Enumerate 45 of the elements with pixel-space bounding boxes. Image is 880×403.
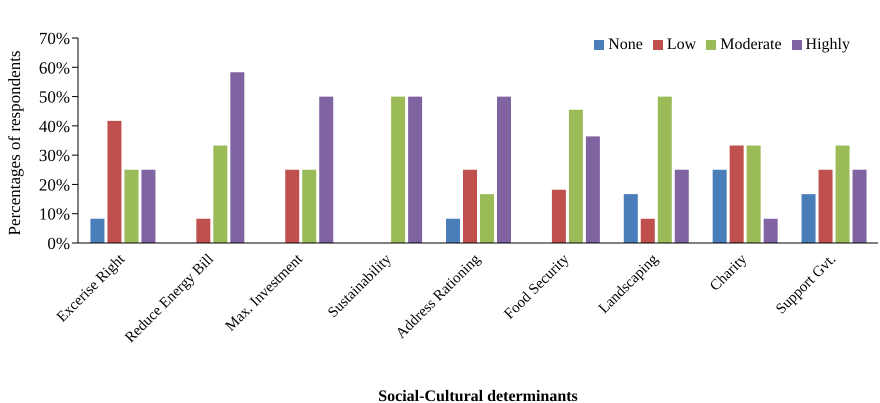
bar [408,96,422,243]
bar [674,170,689,243]
bar [196,218,210,243]
bar [624,194,638,243]
legend-label: None [608,36,643,53]
bar [302,170,316,243]
y-tick-label: 60% [38,58,70,78]
bar [568,110,583,243]
y-tick-label: 70% [38,29,70,48]
bar [446,218,460,243]
y-tick-label: 50% [38,88,70,107]
bar [836,145,850,243]
bar [319,96,334,243]
bar [818,170,833,243]
y-tick-label: 0% [47,234,70,254]
y-tick-label: 30% [38,146,70,166]
bar [391,96,406,243]
bar [90,218,104,243]
y-tick-label: 10% [38,204,70,224]
bar [480,194,494,243]
bar [658,96,672,243]
bar [141,170,156,243]
bar [230,72,244,243]
y-tick-label: 20% [38,175,70,194]
bar [746,145,761,243]
bar [712,170,727,243]
bar [586,136,600,243]
bar [764,218,778,243]
bar [552,190,566,243]
bar [497,96,511,243]
y-tick-label: 40% [38,116,70,136]
y-axis-title: Percentages of respondents [5,50,24,236]
bar [124,170,138,243]
bar [213,145,228,243]
legend-label: Moderate [720,36,782,53]
bar [802,194,816,243]
bar [107,120,122,243]
bar [463,170,477,243]
legend-label: Highly [806,36,850,53]
bar [285,170,300,243]
bar [640,218,655,243]
legend-label: Low [666,36,696,53]
bar [730,145,744,243]
x-axis-title: Social-Cultural determinants [378,388,578,403]
bar [852,170,867,243]
